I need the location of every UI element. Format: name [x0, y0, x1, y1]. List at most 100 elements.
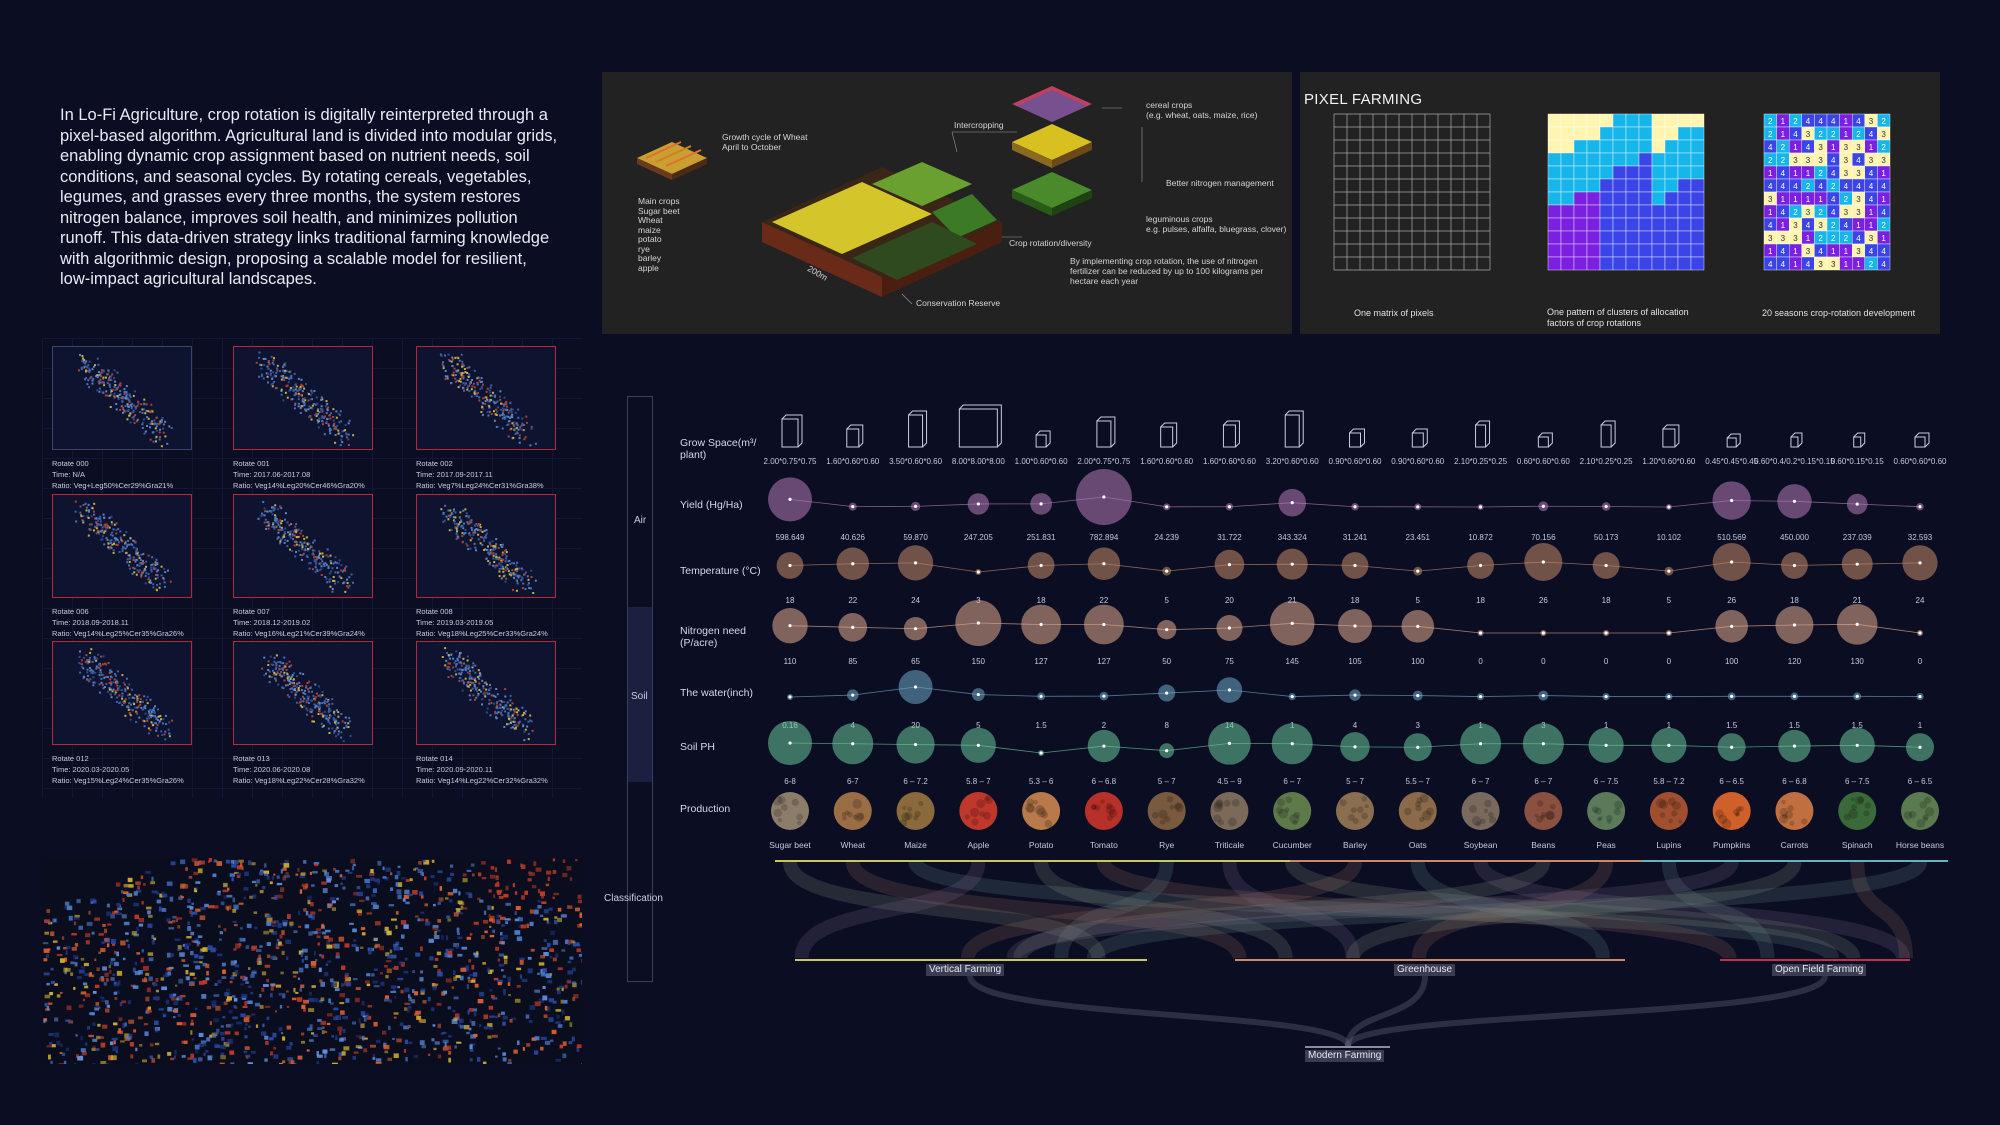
crop-name: Barley	[1343, 840, 1368, 850]
rotation-ratio: Ratio: Veg14%Leg22%Cer32%Gra32%	[416, 776, 548, 785]
data-label: 5.8 – 7	[966, 777, 991, 786]
data-label: 65	[911, 657, 920, 666]
data-point	[1792, 744, 1797, 748]
class-greenhouse: Greenhouse	[1394, 964, 1456, 976]
svg-text:4: 4	[1818, 117, 1823, 126]
svg-text:2: 2	[1831, 182, 1836, 191]
data-label: 18	[1790, 596, 1799, 605]
grow-space-icon	[781, 414, 803, 448]
grow-space-value: 1.60*0.60*0.60	[1140, 457, 1193, 466]
rotation-card[interactable]: Rotate 013 Time: 2020.06-2020.08 Ratio: Ve…	[233, 641, 385, 786]
cereal-crops-label: cereal crops (e.g. wheat, oats, maize, r…	[1146, 100, 1258, 120]
map-pixels	[78, 354, 173, 448]
svg-text:1: 1	[1781, 195, 1786, 204]
rotation-card[interactable]: Rotate 014 Time: 2020.09-2020.11 Ratio: Ve…	[416, 641, 568, 786]
data-point	[1667, 631, 1671, 635]
svg-text:4: 4	[1806, 143, 1811, 152]
data-label: 100	[1411, 657, 1425, 666]
svg-text:3: 3	[1768, 234, 1773, 243]
data-point	[1730, 745, 1734, 749]
map-pixels	[74, 500, 172, 592]
svg-text:4: 4	[1806, 221, 1811, 230]
data-point	[1541, 742, 1545, 746]
rotation-card[interactable]: Rotate 008 Time: 2019.03-2019.05 Ratio: Ve…	[416, 494, 568, 639]
svg-text:1: 1	[1768, 208, 1773, 217]
crop-image	[1273, 792, 1312, 830]
svg-text:4: 4	[1869, 130, 1874, 139]
rotation-caption: Rotate 001 Time: 2017.06-2017.08 Ratio: Ve…	[233, 458, 385, 491]
svg-text:1: 1	[1869, 143, 1874, 152]
svg-text:3: 3	[1881, 130, 1886, 139]
grow-space-label: Grow Space(m³/ plant)	[680, 437, 757, 461]
rotation-card[interactable]: Rotate 001 Time: 2017.06-2017.08 Ratio: Ve…	[233, 346, 385, 491]
data-label: 6 – 6.5	[1908, 777, 1933, 786]
data-label: 31.722	[1217, 533, 1242, 542]
svg-text:1: 1	[1793, 169, 1798, 178]
data-label: 1	[1918, 721, 1923, 730]
crop-image	[1649, 792, 1688, 830]
data-label: 120	[1788, 657, 1802, 666]
svg-text:4: 4	[1818, 182, 1823, 191]
svg-text:1: 1	[1856, 260, 1861, 269]
rotation-caption: Rotate 002 Time: 2017.09-2017.11 Ratio: Ve…	[416, 458, 568, 491]
rotation-card[interactable]: Rotate 006 Time: 2018.09-2018.11 Ratio: Ve…	[52, 494, 204, 639]
modern-flow-link	[967, 974, 1351, 1048]
data-label: 32.593	[1908, 533, 1933, 542]
grow-space-icon	[1096, 416, 1116, 448]
svg-text:4: 4	[1869, 195, 1874, 204]
svg-text:1: 1	[1881, 195, 1886, 204]
crop-image	[1838, 792, 1877, 830]
classification-label: Classification	[604, 893, 663, 904]
rotation-name: Rotate 012	[52, 754, 89, 763]
rotation-card[interactable]: Rotate 012 Time: 2020.03-2020.05 Ratio: Ve…	[52, 641, 204, 786]
rotation-map	[416, 641, 556, 745]
data-point	[1227, 688, 1232, 692]
crop-rotation-diagram-panel: Growth cycle of Wheat April to October M…	[602, 72, 1292, 334]
data-point	[1416, 569, 1420, 573]
svg-text:1: 1	[1781, 221, 1786, 230]
data-label: 18	[786, 596, 795, 605]
svg-text:4: 4	[1793, 130, 1798, 139]
data-point	[1227, 741, 1232, 745]
matrix-caption: One matrix of pixels	[1354, 308, 1434, 318]
season-development-grid: 2 1 2 4 4 4 1 4 3 22 1 4 3 2 2 1 2 4 34 2 1 4 3 1 3 3 1 22 2 3 3 3 4 3 4 3 3…	[1763, 113, 1891, 271]
flow-link	[960, 860, 1362, 960]
data-point	[1290, 742, 1294, 746]
grow-space-icon	[1349, 428, 1365, 448]
rotation-card[interactable]: Rotate 007 Time: 2018.12-2019.02 Ratio: Ve…	[233, 494, 385, 639]
data-label: 127	[1097, 657, 1111, 666]
svg-text:1: 1	[1768, 169, 1773, 178]
svg-text:3: 3	[1781, 234, 1786, 243]
data-point	[851, 505, 855, 509]
seasons-caption: 20 seasons crop-rotation development	[1762, 308, 1916, 318]
crop-name: Peas	[1596, 840, 1615, 850]
crop-name: Potato	[1029, 840, 1054, 850]
crop-image	[1901, 792, 1939, 830]
data-point	[1667, 505, 1671, 509]
data-point	[1165, 569, 1169, 573]
rotation-card[interactable]: Rotate 000 Time: N/A Ratio: Veg+Leg50%Cer2…	[52, 346, 204, 491]
data-label: 5.8 – 7.2	[1653, 777, 1685, 786]
pattern-caption: One pattern of clusters of allocation fa…	[1547, 307, 1689, 328]
data-point	[1102, 562, 1106, 566]
rotation-caption: Rotate 014 Time: 2020.09-2020.11 Ratio: Ve…	[416, 753, 568, 786]
rotation-caption: Rotate 013 Time: 2020.06-2020.08 Ratio: Ve…	[233, 753, 385, 786]
rotation-card[interactable]: Rotate 002 Time: 2017.09-2017.11 Ratio: Ve…	[416, 346, 568, 491]
data-label: 6 – 7	[1283, 777, 1301, 786]
data-point	[1730, 498, 1734, 503]
data-point	[1604, 743, 1608, 747]
data-label: 75	[1225, 657, 1234, 666]
data-point	[851, 625, 855, 629]
class-modern-farming: Modern Farming	[1305, 1050, 1385, 1062]
rotation-map	[416, 346, 556, 450]
rotation-ratio: Ratio: Veg18%Leg22%Cer28%Gra32%	[233, 776, 365, 785]
flow-link	[1034, 860, 1293, 960]
nitrogen-management-label: Better nitrogen management	[1166, 178, 1274, 188]
grow-space-value: 3.50*0.60*0.60	[889, 457, 942, 466]
svg-text:1: 1	[1869, 208, 1874, 217]
data-label: 343.324	[1278, 533, 1307, 542]
crop-name: Lupins	[1656, 840, 1681, 850]
svg-text:4: 4	[1768, 182, 1773, 191]
data-label: 6 – 7.5	[1845, 777, 1870, 786]
crop-image	[1712, 792, 1751, 830]
